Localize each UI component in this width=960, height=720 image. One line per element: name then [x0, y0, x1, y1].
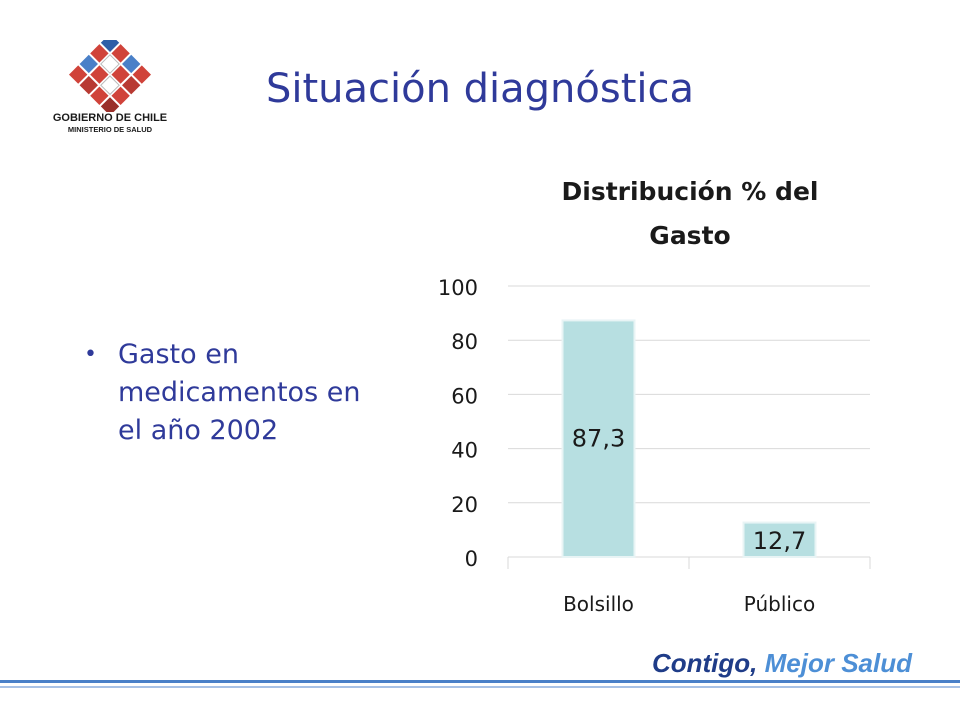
x-axis-labels: Bolsillo Público [563, 592, 815, 616]
bar-value-label: 12,7 [753, 527, 806, 555]
page-title: Situación diagnóstica [265, 66, 695, 112]
slogan-mejor-salud: Mejor Salud [764, 648, 912, 678]
chart-title-line1: Distribución % del [562, 177, 819, 206]
logo-emblem-icon [68, 33, 152, 116]
bar-value-label: 87,3 [572, 425, 625, 453]
y-tick-label: 40 [451, 439, 478, 463]
footer-divider [0, 680, 960, 683]
x-tick-label: Bolsillo [563, 592, 634, 616]
footer-divider-light [0, 686, 960, 688]
y-tick-label: 100 [438, 276, 478, 300]
x-tick-label: Público [744, 592, 815, 616]
chart-title-line2: Gasto [649, 221, 730, 250]
bar-chart: Distribución % del Gasto 0 20 40 60 80 100 87… [438, 177, 871, 616]
slogan-contigo: Contigo, [651, 648, 758, 678]
gobierno-de-chile-logo: GOBIERNO DE CHILE MINISTERIO DE SALUD [40, 33, 180, 140]
bar-público [742, 521, 817, 559]
y-tick-label: 80 [451, 330, 478, 354]
y-axis-ticks: 0 20 40 60 80 100 [438, 276, 478, 571]
y-tick-label: 20 [451, 493, 478, 517]
y-tick-label: 0 [465, 547, 478, 571]
bullet-text: Gasto en medicamentos en el año 2002 [118, 339, 361, 446]
y-tick-label: 60 [451, 384, 478, 408]
logo-text-gobierno: GOBIERNO DE CHILE [52, 112, 168, 124]
footer-slogan: Contigo, Mejor Salud [652, 648, 912, 679]
bullet-dot-icon: • [84, 342, 97, 367]
chart-bars: 87,3 12,7 [561, 319, 817, 559]
bar-bolsillo [561, 319, 636, 558]
logo-text-ministerio: MINISTERIO DE SALUD [67, 125, 153, 134]
